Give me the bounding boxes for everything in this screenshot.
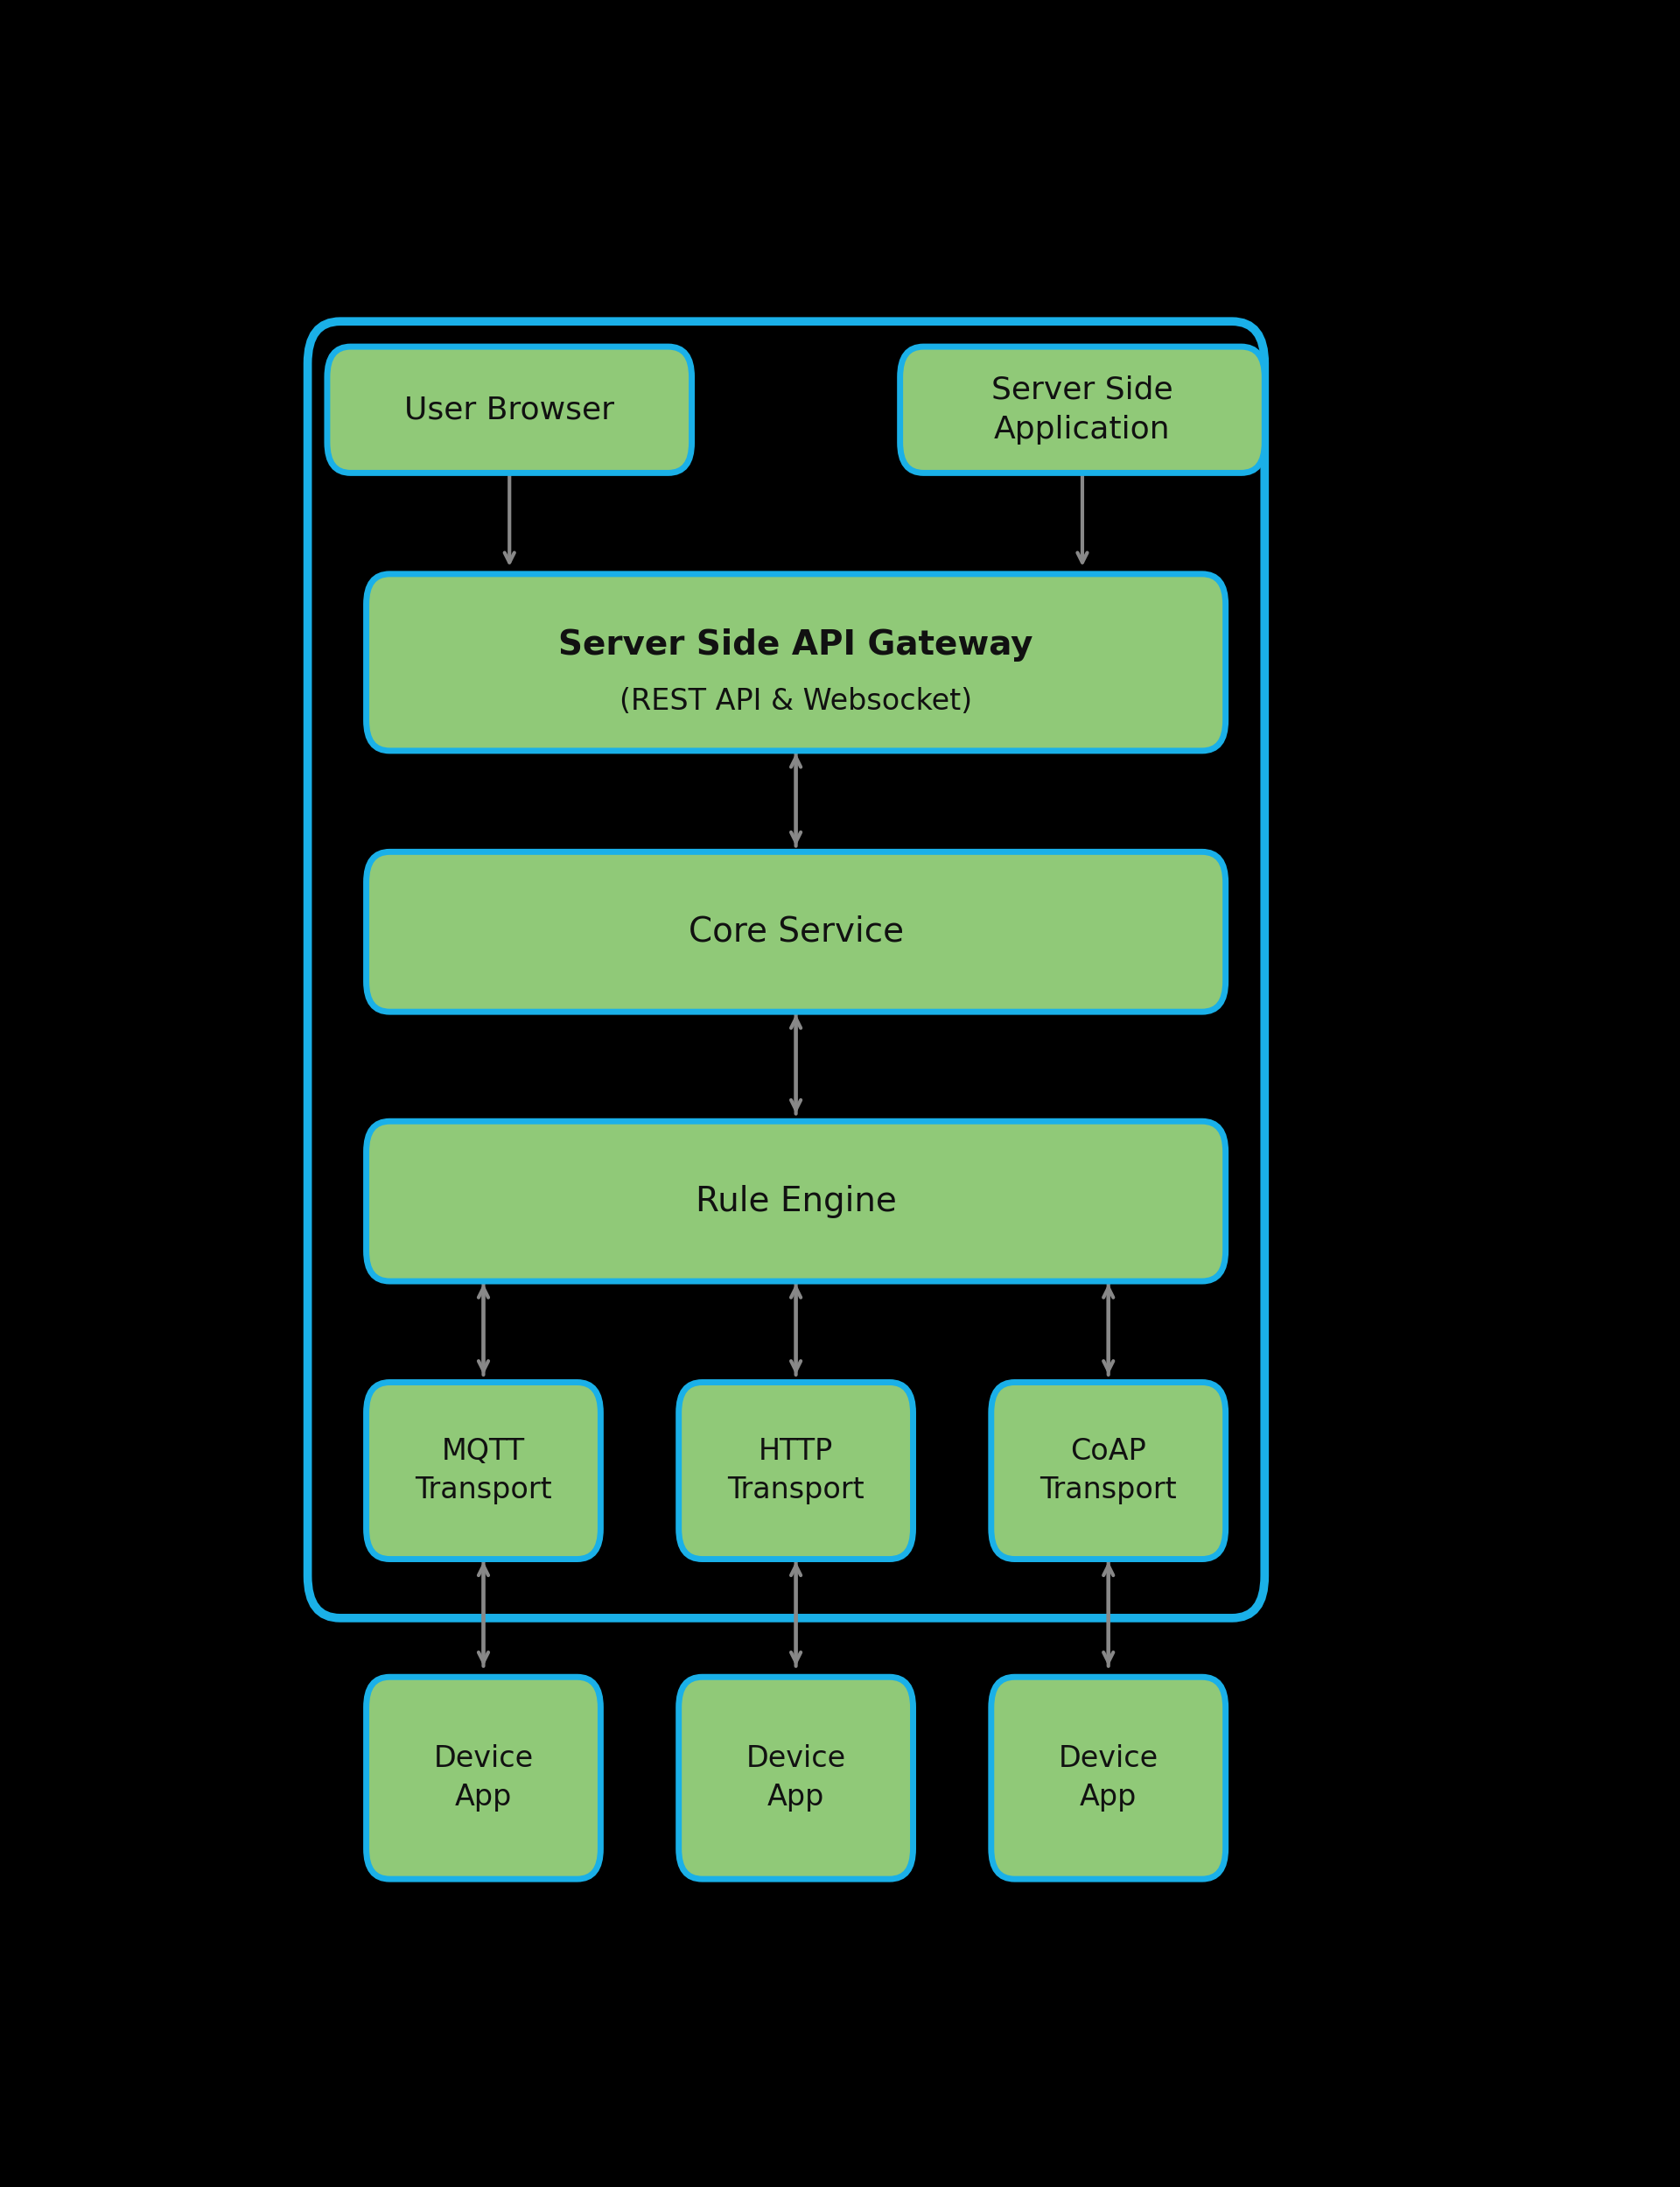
Text: CoAP
Transport: CoAP Transport (1040, 1437, 1178, 1505)
Text: Server Side API Gateway: Server Side API Gateway (558, 628, 1033, 660)
Text: Rule Engine: Rule Engine (696, 1185, 897, 1218)
FancyBboxPatch shape (366, 1382, 601, 1559)
Text: MQTT
Transport: MQTT Transport (415, 1437, 553, 1505)
FancyBboxPatch shape (900, 346, 1265, 472)
Text: Device
App: Device App (746, 1745, 845, 1811)
Text: HTTP
Transport: HTTP Transport (727, 1437, 865, 1505)
Text: (REST API & Websocket): (REST API & Websocket) (620, 687, 973, 715)
FancyBboxPatch shape (679, 1382, 914, 1559)
FancyBboxPatch shape (991, 1677, 1226, 1879)
Text: Device
App: Device App (433, 1745, 533, 1811)
Text: Device
App: Device App (1058, 1745, 1158, 1811)
FancyBboxPatch shape (679, 1677, 914, 1879)
FancyBboxPatch shape (366, 851, 1226, 1013)
Text: Core Service: Core Service (689, 914, 904, 949)
FancyBboxPatch shape (366, 1677, 601, 1879)
FancyBboxPatch shape (991, 1382, 1226, 1559)
Text: Server Side
Application: Server Side Application (991, 376, 1173, 444)
Text: User Browser: User Browser (405, 396, 615, 424)
FancyBboxPatch shape (328, 346, 692, 472)
FancyBboxPatch shape (366, 573, 1226, 750)
FancyBboxPatch shape (366, 1122, 1226, 1282)
